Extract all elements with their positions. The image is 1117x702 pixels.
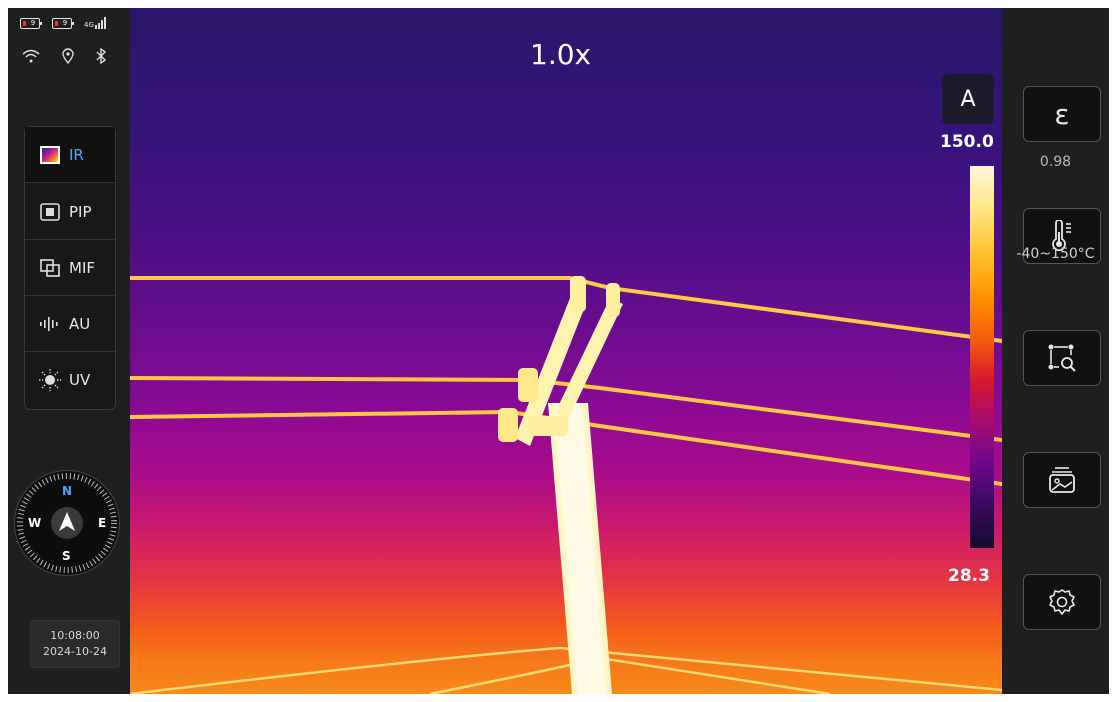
bluetooth-icon: [96, 48, 106, 64]
status-bar-top: 9 9 4G: [20, 17, 107, 29]
compass-w: W: [28, 516, 42, 530]
emissivity-button[interactable]: ε: [1023, 86, 1101, 142]
mode-mif-label: MIF: [69, 258, 95, 277]
signal-4g-icon: 4G: [84, 17, 107, 29]
uv-sun-icon: [39, 369, 61, 391]
datetime-display: 10:08:00 2024-10-24: [30, 620, 120, 668]
thermal-view[interactable]: 1.0x: [130, 8, 1002, 694]
scale-min-value: 28.3: [948, 566, 990, 586]
mode-au-button[interactable]: AU: [25, 296, 115, 352]
region-search-icon: [1048, 344, 1076, 372]
compass-e: E: [98, 516, 107, 530]
battery-charging-icon: 9: [52, 17, 74, 29]
mode-uv-label: UV: [69, 371, 91, 389]
zoom-level: 1.0x: [530, 38, 592, 71]
thermal-scene: [130, 276, 1002, 694]
time-text: 10:08:00: [50, 629, 100, 642]
date-text: 2024-10-24: [43, 645, 107, 658]
ir-palette-icon: [39, 145, 61, 165]
emissivity-value: 0.98: [1039, 154, 1072, 170]
color-scale-bar: [970, 166, 994, 548]
compass-arrow-icon: [59, 512, 75, 531]
gallery-icon: [1049, 467, 1075, 493]
mode-ir-label: IR: [69, 145, 84, 164]
thermometer-icon: [1052, 220, 1071, 252]
compass: N S W E: [14, 470, 120, 576]
measure-region-button[interactable]: [1023, 330, 1101, 386]
compass-n: N: [62, 484, 73, 498]
mode-ir-button[interactable]: IR: [25, 127, 115, 183]
scale-max-value: 150.0: [940, 132, 994, 152]
scale-mode-button[interactable]: A: [942, 74, 994, 124]
emissivity-icon: ε: [1054, 97, 1070, 131]
pip-icon: [39, 202, 61, 222]
compass-s: S: [62, 549, 71, 563]
audio-wave-icon: [39, 314, 61, 334]
mode-selector: IR PIP MIF AU UV: [24, 126, 116, 410]
temp-range-value: -40~150°C: [1016, 246, 1095, 262]
wifi-icon: [22, 49, 40, 63]
location-icon: [62, 48, 74, 64]
status-bar-bottom: [22, 48, 106, 64]
gear-icon: [1049, 589, 1075, 615]
left-sidebar: 9 9 4G IR PIP MIF: [8, 8, 130, 694]
battery-icon: 9: [20, 17, 42, 29]
mif-icon: [39, 258, 61, 278]
mode-uv-button[interactable]: UV: [25, 352, 115, 408]
camera-screen: 9 9 4G IR PIP MIF: [8, 8, 1109, 694]
settings-button[interactable]: [1023, 574, 1101, 630]
mode-pip-button[interactable]: PIP: [25, 184, 115, 240]
mode-pip-label: PIP: [69, 202, 92, 221]
temperature-range-button[interactable]: [1023, 208, 1101, 264]
mode-au-label: AU: [69, 314, 91, 333]
mode-mif-button[interactable]: MIF: [25, 240, 115, 296]
gallery-button[interactable]: [1023, 452, 1101, 508]
